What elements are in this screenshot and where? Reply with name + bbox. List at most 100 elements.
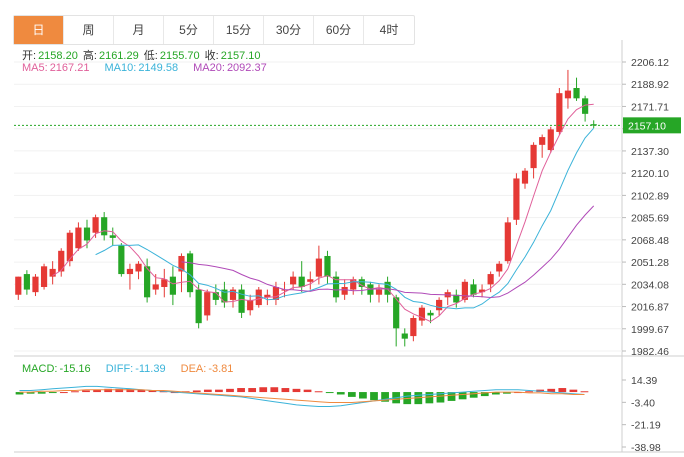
candle-body xyxy=(427,312,434,316)
candle-body xyxy=(496,263,503,272)
ma10-label: MA10: xyxy=(104,62,137,74)
macd-bar xyxy=(15,392,24,395)
macd-bar xyxy=(192,390,201,393)
tab-1[interactable]: 周 xyxy=(64,16,114,44)
candle-body xyxy=(229,289,237,300)
macd-bar xyxy=(226,388,234,393)
candle-body xyxy=(109,235,116,238)
macd-bar xyxy=(215,389,223,393)
price-tick-label: 2016.87 xyxy=(631,302,669,314)
candle-body xyxy=(401,333,408,339)
ohlc-readout: 开: 2158.20 高: 2161.29 低: 2155.70 收: 2157.10 xyxy=(22,47,263,63)
macd-bar xyxy=(425,392,434,404)
ma10-line xyxy=(95,127,595,310)
tab-3[interactable]: 5分 xyxy=(164,16,214,44)
macd-bar xyxy=(569,389,578,393)
macd-bar xyxy=(137,389,146,393)
candle-body xyxy=(221,289,228,303)
ma20-line xyxy=(181,205,595,299)
candle-body xyxy=(32,276,39,293)
price-tick-label: 1999.67 xyxy=(631,324,669,336)
candle-body xyxy=(513,178,520,220)
price-tick-label: 2171.71 xyxy=(631,101,669,113)
macd-bar xyxy=(26,392,35,394)
candle-body xyxy=(590,124,597,126)
diff-label: DIFF: xyxy=(105,363,134,375)
candle-body xyxy=(247,299,254,311)
candle-body xyxy=(539,137,546,145)
ma5-label: MA5: xyxy=(22,62,48,74)
high-label: 高: xyxy=(82,50,97,62)
candle-body xyxy=(290,276,297,285)
last-price-tag xyxy=(623,117,681,134)
macd-bar xyxy=(93,389,101,393)
tab-0[interactable]: 日 xyxy=(14,16,64,44)
macd-bar xyxy=(115,388,124,393)
macd-tick-label: -3.40 xyxy=(631,397,655,409)
candle-body xyxy=(478,289,486,293)
price-tick-label: 1982.46 xyxy=(631,346,669,358)
candle-body xyxy=(49,268,56,277)
candle-body xyxy=(298,276,305,287)
macd-tick-label: -21.19 xyxy=(631,420,661,432)
candle-body xyxy=(521,170,529,184)
macd-bar xyxy=(104,388,113,393)
macd-bar xyxy=(71,391,79,393)
tab-6[interactable]: 60分 xyxy=(314,16,364,44)
tab-2[interactable]: 月 xyxy=(114,16,164,44)
candle-body xyxy=(487,274,494,285)
macd-bar xyxy=(503,392,511,394)
candle-body xyxy=(186,253,194,293)
dea-label: DEA: xyxy=(180,363,207,375)
tab-7[interactable]: 4时 xyxy=(379,23,399,37)
open-value: 2158.20 xyxy=(38,50,78,62)
candle-body xyxy=(530,144,537,169)
macd-bar xyxy=(237,388,245,393)
macd-bar xyxy=(436,392,445,403)
candle-body xyxy=(144,266,151,298)
candle-body xyxy=(272,286,280,300)
macd-bar xyxy=(59,392,68,394)
tab-4[interactable]: 15分 xyxy=(214,16,264,44)
candle-body xyxy=(212,292,219,300)
ma5-value: 2167.21 xyxy=(49,62,90,74)
candle-body xyxy=(195,289,202,324)
candle-body xyxy=(436,299,443,311)
candle-body xyxy=(504,222,511,262)
candle-body xyxy=(547,129,554,151)
candle-body xyxy=(582,98,589,114)
macd-tick-label: 14.39 xyxy=(631,375,657,387)
macd-bar xyxy=(547,388,556,393)
candle-body xyxy=(470,284,477,295)
macd-bar xyxy=(303,389,312,393)
candle-body xyxy=(410,317,417,337)
close-value: 2157.10 xyxy=(220,50,261,62)
candle-body xyxy=(101,217,108,236)
macd-bar xyxy=(248,388,257,393)
macd-bar xyxy=(480,392,489,397)
candle-body xyxy=(135,263,142,272)
macd-bar xyxy=(203,389,212,393)
candle-body xyxy=(393,297,400,329)
macd-value: -15.16 xyxy=(59,363,91,375)
macd-bar xyxy=(447,392,456,401)
candle-body xyxy=(453,294,460,303)
tab-5[interactable]: 30分 xyxy=(264,16,314,44)
price-tick-label: 2102.89 xyxy=(631,190,669,202)
candle-body xyxy=(358,279,365,287)
candle-body xyxy=(152,284,159,290)
macd-bar xyxy=(381,392,389,402)
candle-body xyxy=(332,276,340,298)
macd-bar xyxy=(580,391,589,393)
ma5-line xyxy=(52,103,594,323)
macd-bar xyxy=(458,392,467,400)
candle-body xyxy=(264,294,271,298)
price-tick-label: 2085.69 xyxy=(631,213,669,225)
last-price-label: 2157.10 xyxy=(628,120,666,132)
diff-value: -11.39 xyxy=(135,363,166,375)
low-value: 2155.70 xyxy=(159,50,200,62)
macd-bar xyxy=(48,392,57,394)
macd-bar xyxy=(469,392,478,398)
candle-body xyxy=(324,255,331,277)
